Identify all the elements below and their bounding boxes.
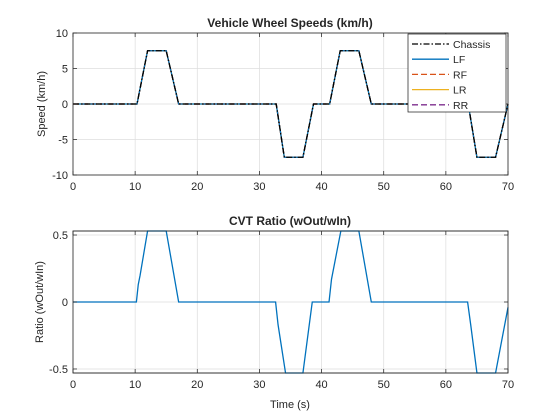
speed-axes: 0 10 20 30 40 50 60 70 -10 -5 0 5 10 Vehicle Wheel S…: [36, 16, 514, 193]
speed-x-tick-label: 40: [315, 181, 327, 193]
speed-y-axis-label: Speed (km/h): [36, 71, 48, 137]
ratio-x-tick-label: 0: [70, 379, 76, 391]
ratio-x-tick-label: 60: [440, 379, 452, 391]
ratio-x-tick-label: 10: [129, 379, 141, 391]
ratio-x-tick-label: 20: [191, 379, 203, 391]
speed-x-tick-label: 30: [253, 181, 265, 193]
ratio-y-tick-label: 0.5: [53, 230, 68, 242]
speed-x-tick-label: 0: [70, 181, 76, 193]
legend-label-lr: LR: [453, 85, 467, 97]
ratio-x-tick-label: 30: [253, 379, 265, 391]
ratio-x-tick-label: 70: [502, 379, 514, 391]
speed-y-tick-label: 10: [56, 28, 68, 40]
speed-y-tick-label: 0: [62, 99, 68, 111]
ratio-series: [73, 230, 509, 374]
speed-legend: Chassis LF RF LR RR: [407, 33, 507, 113]
legend-label-rr: RR: [453, 100, 469, 112]
ratio-y-tick-label: -0.5: [49, 364, 68, 376]
speed-x-tick-label: 10: [129, 181, 141, 193]
speed-ticks: 0 10 20 30 40 50 60 70 -10 -5 0 5 10: [52, 28, 514, 193]
legend-label-lf: LF: [453, 54, 465, 66]
ratio-x-axis-label: Time (s): [270, 399, 310, 411]
speed-x-tick-label: 50: [378, 181, 390, 193]
ratio-series-line: [73, 230, 509, 374]
speed-x-tick-label: 60: [440, 181, 452, 193]
speed-x-tick-label: 70: [502, 181, 514, 193]
ratio-y-axis-label: Ratio (wOut/wIn): [34, 261, 46, 343]
legend-label-rf: RF: [453, 69, 467, 81]
ratio-x-tick-label: 50: [378, 379, 390, 391]
speed-x-tick-label: 20: [191, 181, 203, 193]
ratio-ticks: 0 10 20 30 40 50 60 70-0.500.5: [49, 230, 514, 391]
speed-y-tick-label: -5: [58, 135, 68, 147]
speed-y-tick-label: 5: [62, 64, 68, 76]
legend-box: [407, 33, 507, 113]
legend-label-chassis: Chassis: [453, 39, 490, 51]
speed-series-lf: [73, 50, 509, 158]
speed-chart-title: Vehicle Wheel Speeds (km/h): [207, 16, 372, 30]
ratio-y-tick-label: 0: [62, 297, 68, 309]
ratio-axes: 0 10 20 30 40 50 60 70-0.500.5 CVT Ratio (wOut/…: [34, 214, 514, 411]
speed-y-tick-label: -10: [52, 170, 68, 182]
speed-series: [73, 50, 509, 158]
ratio-chart-title: CVT Ratio (wOut/wIn): [229, 214, 351, 228]
ratio-x-tick-label: 40: [315, 379, 327, 391]
